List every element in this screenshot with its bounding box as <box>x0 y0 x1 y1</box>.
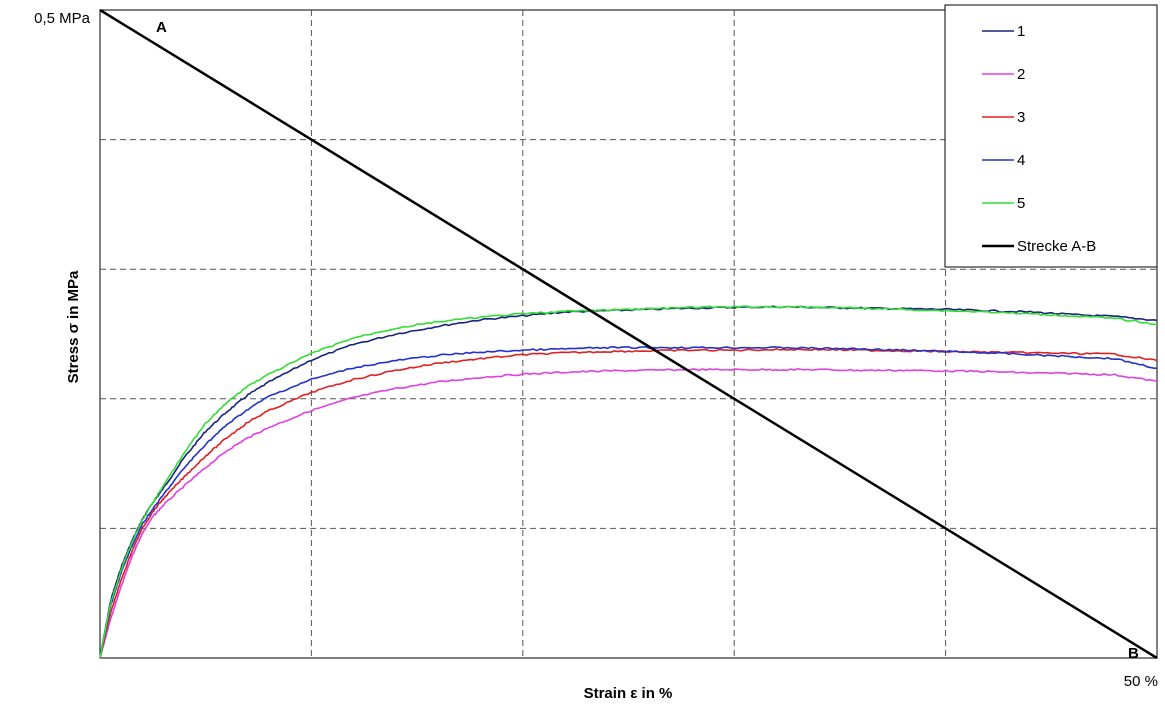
point-label-b: B <box>1128 645 1139 662</box>
legend: 1 2 3 4 5 Strecke A-B <box>944 4 1158 268</box>
series-line-5 <box>99 305 1157 659</box>
point-label-a: A <box>156 19 167 36</box>
y-axis-title: Stress σ in MPa <box>65 270 82 383</box>
series-lines <box>99 305 1158 659</box>
legend-label-4: 4 <box>1017 152 1025 169</box>
reference-line-a-b <box>99 8 1158 660</box>
series-line-4 <box>99 346 1158 659</box>
series-line-2 <box>99 368 1158 659</box>
legend-label-1: 1 <box>1017 23 1025 40</box>
series-line-3 <box>99 347 1158 659</box>
x-axis-title: Strain ε in % <box>584 685 673 702</box>
legend-label-3: 3 <box>1017 109 1025 126</box>
legend-box <box>944 4 1158 268</box>
legend-label-2: 2 <box>1017 66 1025 83</box>
legend-label-5: 5 <box>1017 195 1025 212</box>
y-tick-label-max: 0,5 MPa <box>34 10 91 27</box>
x-tick-label-max: 50 % <box>1124 673 1158 690</box>
reference-line-group <box>99 8 1158 660</box>
legend-label-6: Strecke A-B <box>1017 238 1096 255</box>
